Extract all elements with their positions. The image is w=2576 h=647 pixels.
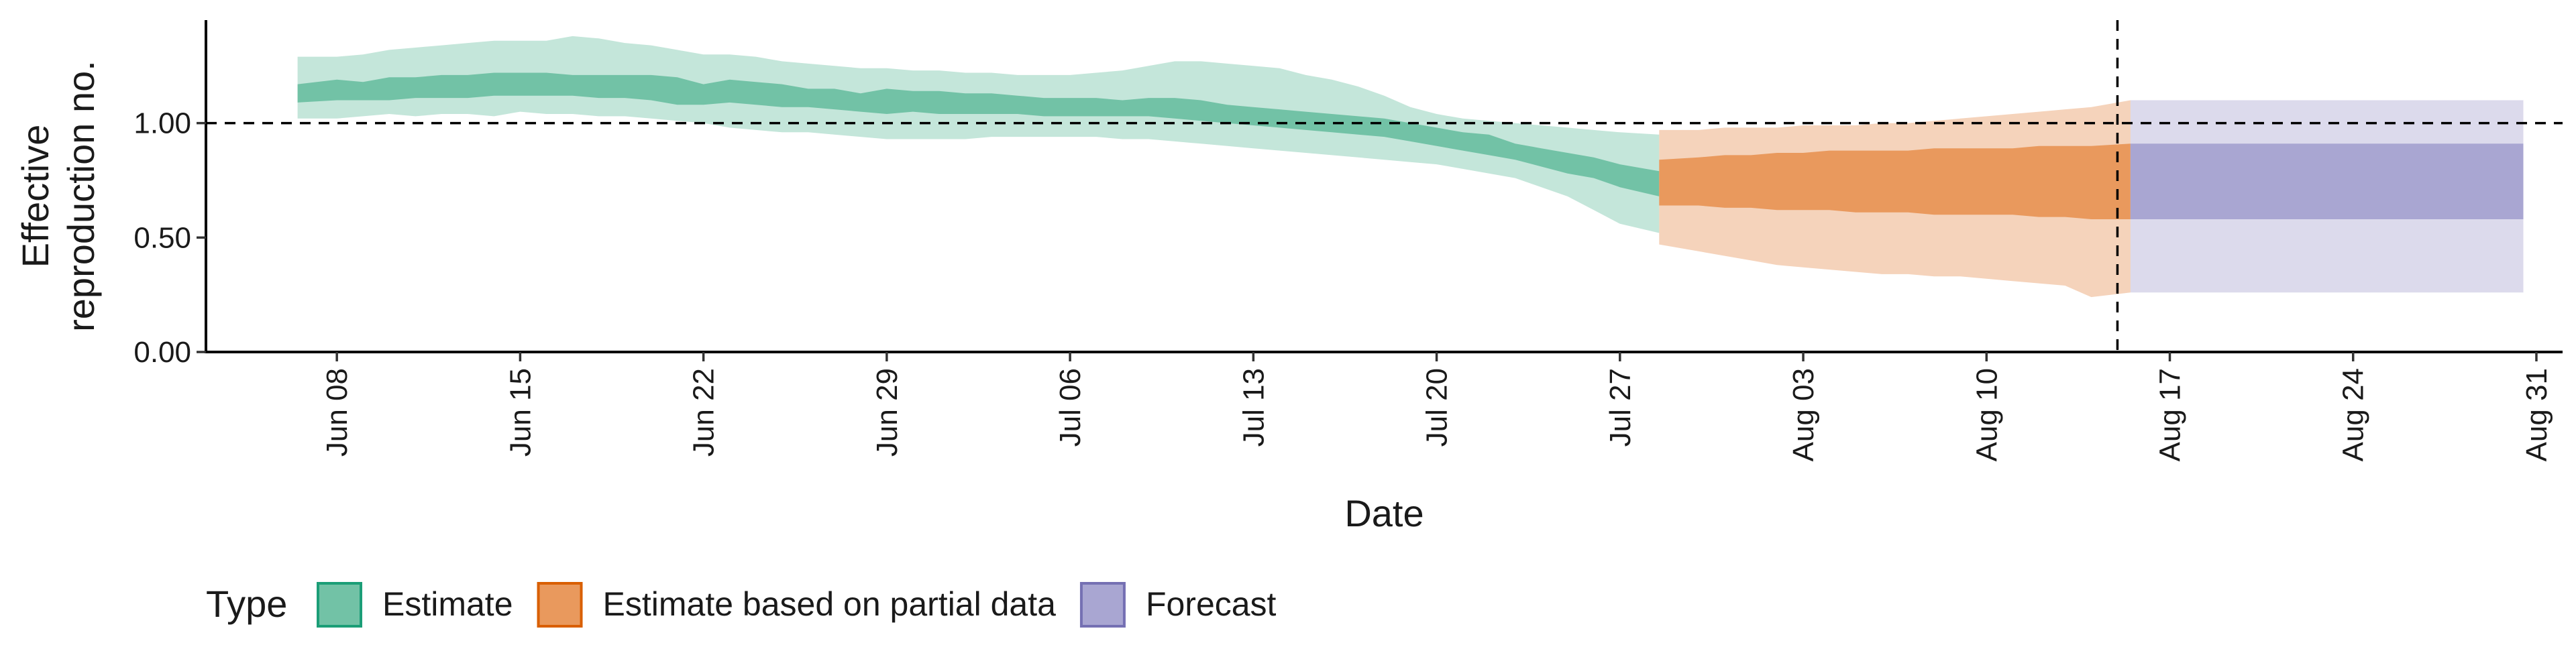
legend-label: Forecast xyxy=(1146,585,1277,623)
legend-swatch xyxy=(1079,582,1126,628)
legend-title: Type xyxy=(206,583,287,625)
legend-label: Estimate based on partial data xyxy=(603,585,1057,623)
x-tick-label: Aug 31 xyxy=(2520,368,2553,461)
x-tick-label: Aug 24 xyxy=(2337,368,2370,461)
reference-lines xyxy=(206,20,2563,352)
ribbon-layer xyxy=(297,36,2524,298)
x-tick-label: Aug 03 xyxy=(1787,368,1820,461)
legend-swatch xyxy=(537,582,583,628)
x-axis-title: Date xyxy=(1344,492,1424,534)
legend: Type Estimate Estimate based on partial da… xyxy=(206,582,1277,628)
axis-titles: Date Effective reproduction no. xyxy=(14,60,1424,534)
y-axis-title-line: Effective xyxy=(14,125,56,268)
band-50-estimate xyxy=(297,72,1660,196)
y-tick-label: 0.50 xyxy=(133,221,191,254)
x-tick-label: Jul 13 xyxy=(1237,368,1270,447)
x-tick-label: Jul 20 xyxy=(1421,368,1454,447)
y-tick-label: 0.00 xyxy=(133,336,191,369)
x-tick-label: Aug 17 xyxy=(2154,368,2187,461)
band-50-estimate-based-on-partial-data xyxy=(1659,143,2131,219)
band-50-forecast xyxy=(2130,143,2524,219)
x-tick-label: Jul 27 xyxy=(1604,368,1637,447)
x-tick-label: Jun 15 xyxy=(504,368,537,457)
legend-swatch xyxy=(317,582,362,628)
x-tick-label: Jun 08 xyxy=(321,368,354,457)
x-tick-label: Jun 29 xyxy=(871,368,904,457)
y-tick-label: 1.00 xyxy=(133,107,191,140)
y-axis-title-line: reproduction no. xyxy=(60,60,102,332)
x-tick-label: Aug 10 xyxy=(1970,368,2003,461)
legend-label: Estimate xyxy=(382,585,513,623)
axes: 0.00 0.50 1.00 Jun 08 Jun 15 Jun 22 Jun 29 Jul … xyxy=(133,20,2563,461)
x-tick-label: Jun 22 xyxy=(688,368,720,457)
x-tick-label: Jul 06 xyxy=(1054,368,1087,447)
